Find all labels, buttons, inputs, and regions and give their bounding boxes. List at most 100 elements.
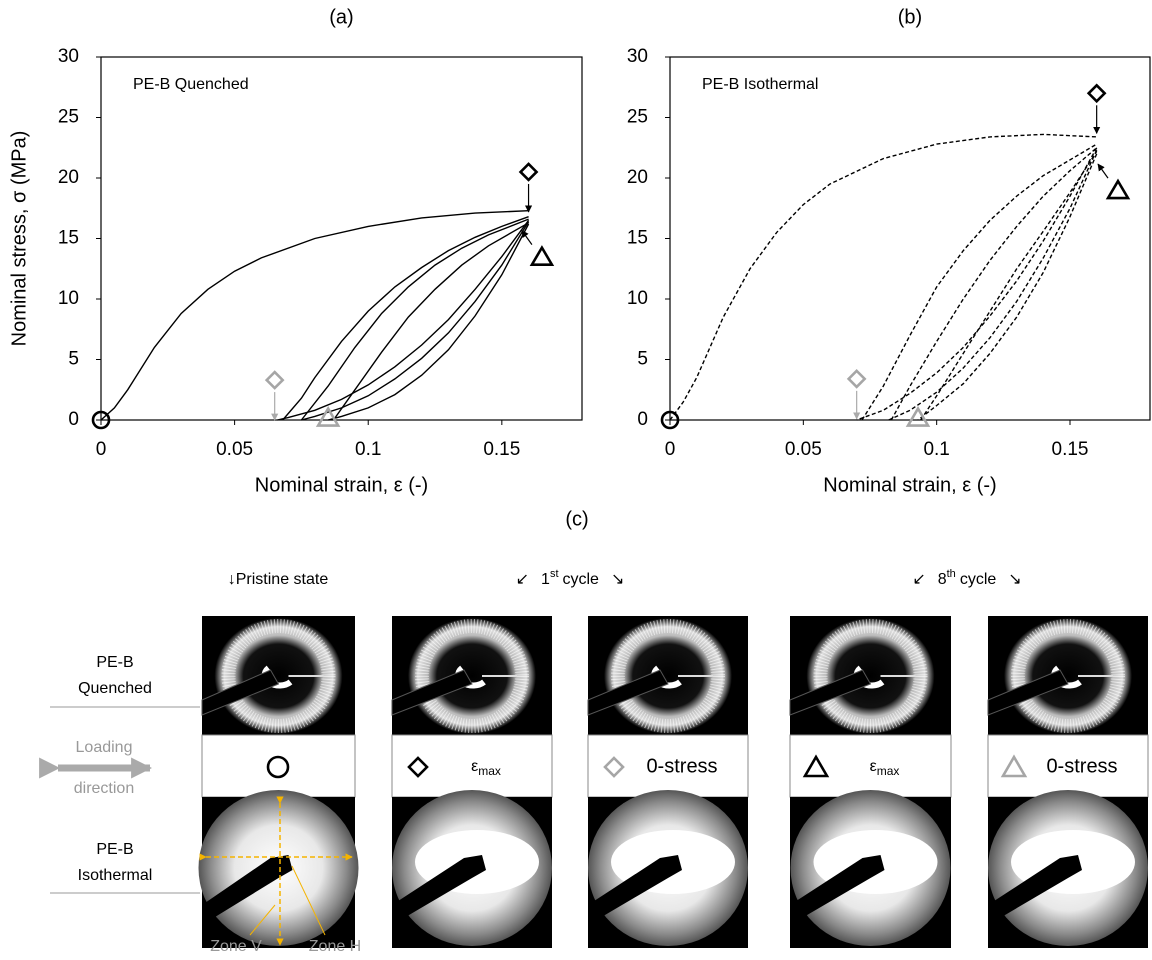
cell-label: εmax	[870, 758, 900, 778]
x-tick-label: 0.05	[785, 439, 822, 460]
zone-pointer	[249, 904, 276, 936]
curve	[282, 216, 529, 421]
cell-label: εmax	[471, 758, 501, 778]
curve	[856, 147, 1098, 421]
column-header: ↙ 8th cycle ↘	[912, 568, 1021, 588]
y-tick-label: 30	[58, 46, 79, 67]
x-tick-label: 0.15	[1052, 439, 1089, 460]
marker-triangle	[905, 406, 931, 427]
curve	[890, 147, 1098, 421]
beam-stop	[391, 669, 473, 716]
beam-stop	[988, 855, 1082, 925]
saxs-ring-noise	[813, 619, 928, 733]
label-box	[789, 734, 952, 798]
arrow	[1097, 163, 1109, 179]
panel-title: (c)	[565, 508, 588, 530]
loading-label: direction	[74, 780, 134, 797]
cycle-number: 8	[938, 571, 947, 588]
row-label: Quenched	[78, 680, 152, 697]
curve	[920, 151, 1098, 421]
curve	[888, 149, 1098, 421]
row-label: PE-B	[96, 654, 133, 671]
marker-diamond	[846, 369, 867, 389]
epsilon: ε	[471, 758, 478, 775]
zone-label: Zone H	[309, 938, 361, 955]
y-axis-label: Nominal stress, σ (MPa)	[8, 131, 30, 347]
curve	[861, 143, 1098, 421]
cell-circle	[266, 755, 290, 779]
marker-triangle	[529, 245, 555, 266]
saxs-ring-noise	[1011, 619, 1125, 733]
arrow	[521, 230, 533, 245]
arrow-symbol: ↘	[611, 571, 624, 588]
zone-pointer	[291, 865, 326, 936]
y-tick-label: 25	[627, 107, 648, 128]
curve	[277, 219, 530, 421]
y-tick-label: 25	[58, 107, 79, 128]
label-box	[391, 734, 553, 798]
row-label: Isothermal	[78, 867, 153, 884]
x-tick-label: 0.1	[355, 439, 381, 460]
cell-triangle	[1000, 754, 1028, 778]
arrow-symbol: ↘	[1008, 571, 1021, 588]
x-tick-label: 0.15	[483, 439, 520, 460]
curve	[332, 222, 529, 421]
curve	[917, 153, 1098, 421]
beam-stop	[987, 669, 1069, 716]
cell-label: 0-stress	[646, 755, 717, 777]
curve	[300, 218, 529, 421]
marker-diamond	[1086, 83, 1107, 104]
x-axis-label: Nominal strain, ε (-)	[823, 474, 996, 496]
zone-label: Zone V	[210, 938, 262, 955]
x-tick-label: 0	[665, 439, 676, 460]
y-tick-label: 5	[637, 349, 648, 370]
ordinal-suffix: th	[947, 568, 956, 580]
y-tick-label: 20	[58, 167, 79, 188]
marker-circle	[660, 410, 680, 430]
label-box	[201, 734, 356, 798]
y-tick-label: 20	[627, 167, 648, 188]
curve	[669, 133, 1097, 421]
marker-triangle	[315, 406, 341, 427]
curve	[301, 221, 530, 421]
beam-stop	[201, 669, 280, 716]
saxs-ring-noise	[415, 619, 529, 733]
cell-diamond	[407, 756, 429, 778]
beam-stop	[790, 855, 885, 925]
beam-stop	[392, 855, 486, 925]
beam-stop	[588, 855, 682, 925]
marker-diamond	[518, 162, 539, 182]
y-tick-label: 5	[68, 349, 79, 370]
cell-diamond	[603, 756, 625, 778]
y-tick-label: 10	[627, 288, 648, 309]
cycle-word: cycle	[960, 571, 997, 588]
y-tick-label: 0	[68, 409, 79, 430]
arrow-symbol: ↙	[912, 571, 925, 588]
loading-label: Loading	[76, 739, 133, 756]
marker-diamond	[264, 370, 285, 390]
y-tick-label: 15	[627, 228, 648, 249]
curve	[100, 210, 529, 421]
chart-title: (a)	[329, 6, 353, 28]
x-tick-label: 0	[96, 439, 107, 460]
marker-circle	[91, 410, 111, 430]
beam-stop	[202, 855, 293, 925]
x-tick-label: 0.05	[216, 439, 253, 460]
subscript: max	[877, 764, 900, 778]
ordinal-suffix: st	[550, 568, 559, 580]
row-label: PE-B	[96, 841, 133, 858]
chart-title: (b)	[898, 6, 922, 28]
cell-triangle	[802, 754, 830, 778]
y-tick-label: 30	[627, 46, 648, 67]
cell-label: 0-stress	[1046, 755, 1117, 777]
arrow-symbol: ↙	[516, 571, 529, 588]
label-box	[587, 734, 749, 798]
column-header: ↓Pristine state	[228, 571, 329, 588]
y-tick-label: 0	[637, 409, 648, 430]
beam-stop	[587, 669, 669, 716]
y-tick-label: 15	[58, 228, 79, 249]
cycle-word: cycle	[563, 571, 600, 588]
plot-frame	[669, 56, 1151, 421]
marker-triangle	[1105, 178, 1131, 200]
y-tick-label: 10	[58, 288, 79, 309]
